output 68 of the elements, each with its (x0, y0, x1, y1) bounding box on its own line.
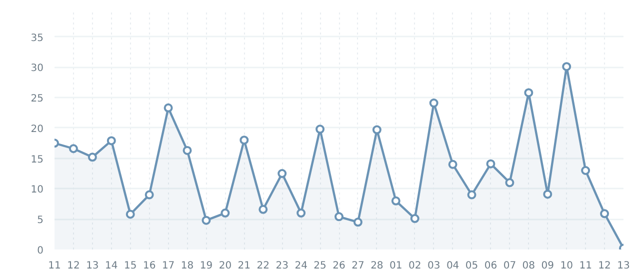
x-tick-label: 24 (294, 260, 308, 272)
x-tick-label: 16 (142, 260, 156, 272)
point (429, 98, 438, 108)
x-tick-label: 18 (180, 260, 194, 272)
point (410, 214, 420, 223)
x-tick-label: 13 (86, 260, 99, 272)
point (88, 152, 97, 162)
y-tick-label: 30 (30, 63, 44, 74)
x-tick-label: 14 (105, 260, 118, 272)
x-tick-label: 04 (446, 260, 460, 272)
x-tick-label: 02 (408, 260, 422, 272)
point (448, 160, 458, 169)
x-tick-label: 06 (484, 260, 498, 272)
x-tick-label: 11 (48, 260, 61, 272)
point (543, 190, 552, 199)
point (505, 178, 514, 188)
x-tick-label: 12 (67, 260, 80, 272)
y-tick-label: 15 (30, 154, 44, 166)
x-tick-label: 10 (560, 260, 573, 272)
point (144, 190, 154, 200)
point (486, 159, 496, 168)
point (126, 210, 135, 219)
point (68, 144, 78, 154)
point (391, 196, 400, 206)
point (240, 136, 249, 145)
point (296, 208, 306, 218)
x-tick-label: 26 (332, 260, 346, 272)
x-tick-label: 20 (218, 260, 232, 272)
x-tick-label: 27 (352, 260, 364, 272)
y-tick-label: 20 (30, 124, 44, 135)
point (220, 208, 230, 218)
x-tick-label: 09 (541, 260, 554, 272)
point (372, 125, 382, 134)
x-tick-label: 19 (200, 260, 213, 272)
point (316, 124, 325, 134)
point (164, 103, 173, 112)
x-tick-label: 21 (238, 260, 251, 272)
point (258, 204, 268, 214)
point (524, 88, 534, 98)
y-tick-label: 0 (37, 246, 44, 256)
x-tick-label: 13 (617, 260, 630, 272)
x-tick-label: 03 (427, 260, 440, 272)
x-tick-label: 17 (162, 260, 175, 272)
point (581, 166, 590, 175)
point (467, 190, 476, 200)
x-tick-label: 07 (503, 260, 516, 272)
x-tick-label: 01 (390, 260, 402, 272)
x-tick-label: 12 (598, 260, 611, 272)
x-tick-label: 05 (465, 260, 478, 272)
point (106, 136, 116, 146)
x-tick-label: 28 (370, 260, 384, 272)
y-tick-label: 5 (37, 215, 44, 226)
point (278, 169, 287, 178)
x-tick-label: 11 (579, 260, 592, 272)
point (334, 212, 344, 222)
y-tick-label: 10 (30, 184, 44, 196)
x-tick-label: 23 (276, 260, 288, 272)
y-tick-label: 25 (30, 94, 44, 105)
point (202, 216, 211, 225)
y-tick-label: 35 (30, 32, 44, 44)
point (182, 146, 192, 155)
point (600, 209, 610, 218)
x-tick-label: 08 (522, 260, 536, 272)
x-tick-label: 25 (314, 260, 326, 272)
point (353, 218, 362, 227)
x-tick-label: 22 (256, 260, 270, 272)
x-tick-label: 15 (124, 260, 137, 272)
point (562, 62, 572, 72)
